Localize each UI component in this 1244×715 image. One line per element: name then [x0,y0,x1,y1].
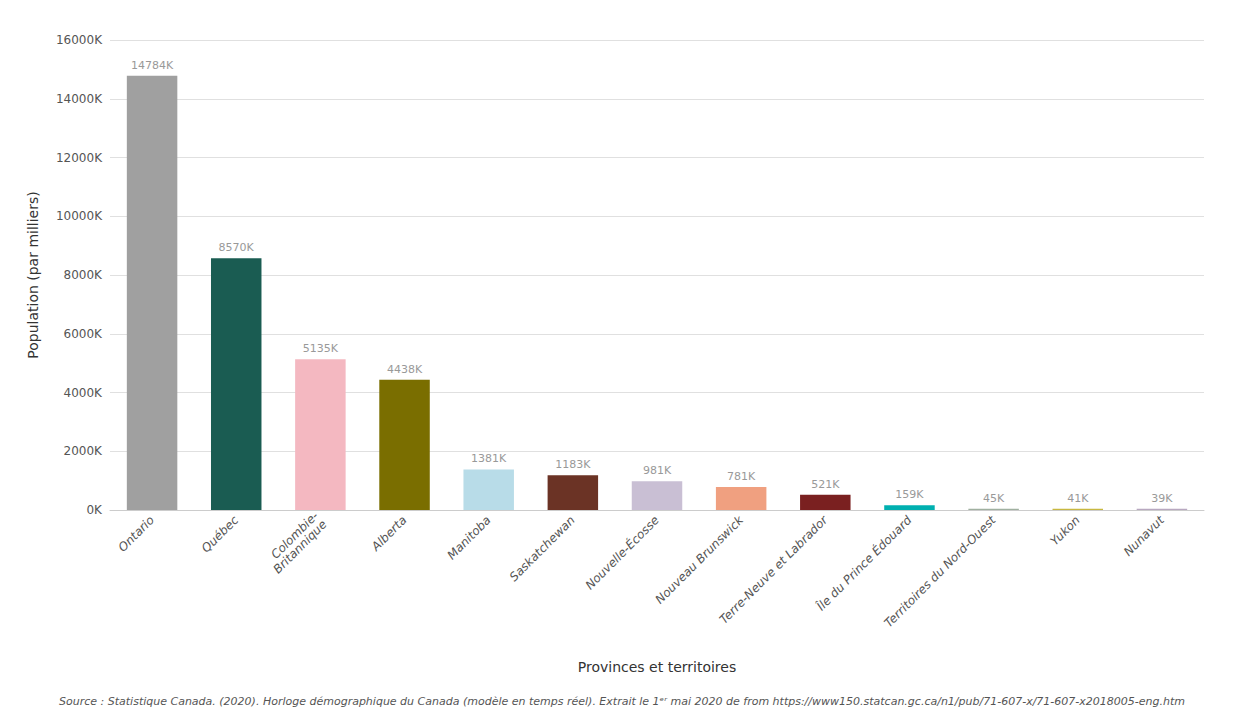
svg-text:Nunavut: Nunavut [1121,512,1168,559]
svg-text:14784K: 14784K [131,59,174,72]
svg-text:521K: 521K [811,478,840,491]
svg-text:6000K: 6000K [64,327,104,341]
svg-text:981K: 981K [643,464,672,477]
svg-text:Saskatchewan: Saskatchewan [507,513,578,584]
svg-text:Source : Statistique Canada. (: Source : Statistique Canada. (2020). Hor… [59,695,1185,708]
svg-text:Territoires du Nord-Ouest: Territoires du Nord-Ouest [881,512,999,630]
svg-text:Île du Prince Édouard: Île du Prince Édouard [813,512,914,613]
svg-text:Ontario: Ontario [116,513,157,554]
svg-text:41K: 41K [1067,492,1089,505]
svg-text:4000K: 4000K [64,386,104,400]
svg-text:45K: 45K [983,492,1005,505]
svg-text:12000K: 12000K [56,151,103,165]
svg-text:14000K: 14000K [56,92,103,106]
svg-text:Population (par milliers): Population (par milliers) [25,191,41,358]
svg-text:4438K: 4438K [387,363,423,376]
svg-text:0K: 0K [86,503,103,517]
svg-text:Terre-Neuve et Labrador: Terre-Neuve et Labrador [717,512,831,626]
svg-text:Britannique: Britannique [270,517,329,576]
svg-text:Colombie-: Colombie- [268,508,322,562]
svg-text:5135K: 5135K [303,342,339,355]
svg-text:Nouveau Brunswick: Nouveau Brunswick [653,512,747,606]
svg-text:8570K: 8570K [219,241,255,254]
svg-text:Yukon: Yukon [1048,513,1083,548]
svg-text:16000K: 16000K [56,33,103,47]
svg-text:159K: 159K [895,488,924,501]
svg-text:Québec: Québec [199,513,242,556]
svg-text:8000K: 8000K [64,268,104,282]
svg-text:Alberta: Alberta [368,513,409,554]
svg-text:2000K: 2000K [64,444,104,458]
svg-text:10000K: 10000K [56,209,103,223]
svg-text:1183K: 1183K [555,458,591,471]
svg-text:Manitoba: Manitoba [444,513,493,562]
svg-text:1381K: 1381K [471,452,507,465]
svg-text:Nouvelle-Écosse: Nouvelle-Écosse [582,512,662,592]
svg-text:39K: 39K [1151,492,1173,505]
svg-text:Provinces et territoires: Provinces et territoires [578,659,736,675]
svg-text:781K: 781K [727,470,756,483]
